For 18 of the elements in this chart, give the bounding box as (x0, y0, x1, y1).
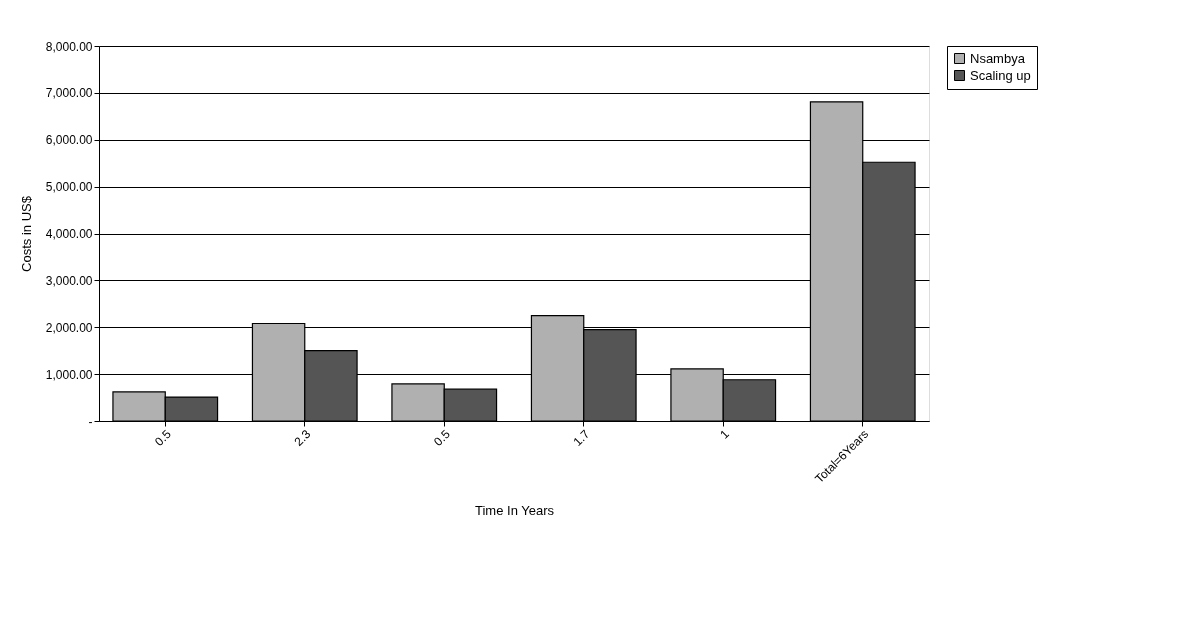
y-tick-label: - (88, 414, 93, 429)
x-tick-label: 2.3 (291, 426, 314, 449)
y-tick-label: 7,000.00 (45, 86, 93, 101)
y-tick-label: 1,000.00 (45, 367, 93, 382)
x-tick-label: 1.7 (570, 426, 593, 449)
y-axis-title: Costs in US$ (18, 195, 34, 272)
x-axis-title: Time In Years (474, 503, 555, 519)
y-tick-label: 4,000.00 (45, 227, 93, 241)
x-tick-label: 1 (717, 426, 732, 442)
y-tick-label: 3,000.00 (45, 273, 93, 288)
x-tick-label: 0.5 (431, 426, 453, 449)
y-tick-label: 2,000.00 (45, 320, 93, 335)
legend-label: Nsambya (970, 50, 1026, 66)
y-tick-label: 8,000.00 (45, 39, 93, 54)
x-tick-label: 0.5 (152, 426, 174, 449)
legend-label: Scaling up (970, 67, 1031, 83)
y-tick-label: 6,000.00 (45, 133, 93, 148)
y-tick-label: 5,000.00 (45, 180, 93, 195)
